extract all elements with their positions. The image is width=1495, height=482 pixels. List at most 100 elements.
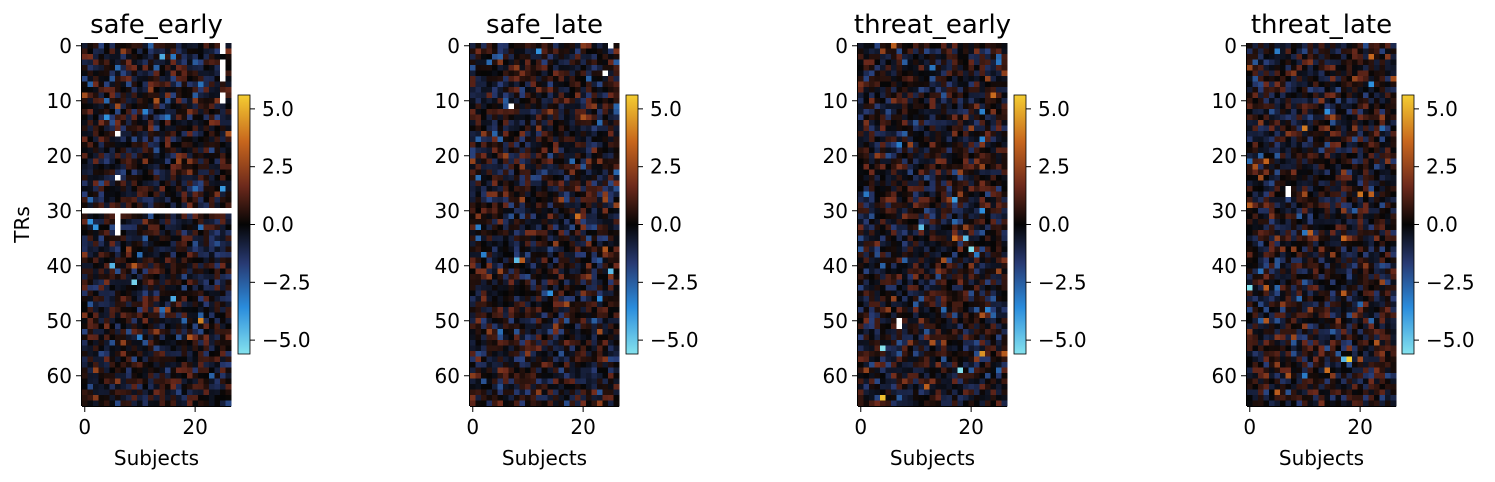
heatmap-cell [968,103,975,110]
heatmap-cell [192,318,199,325]
heatmap-cell [93,120,100,127]
heatmap-cell [475,103,482,110]
heatmap-cell [596,131,604,138]
heatmap-cell [486,334,493,341]
heatmap-cell [497,191,504,198]
heatmap-cell [208,103,216,110]
heatmap-cell [181,186,188,193]
heatmap-cell [973,285,981,292]
heatmap-cell [181,158,188,165]
heatmap-cell [197,103,205,110]
heatmap-cell [109,186,116,193]
heatmap-cell [935,312,942,319]
heatmap-cell [602,274,609,281]
heatmap-cell [591,120,598,127]
heatmap-cell [596,54,604,61]
heatmap-cell [591,92,598,99]
heatmap-cell [197,59,205,66]
heatmap-cell [148,180,155,187]
heatmap-cell [891,164,898,171]
heatmap-cell [552,384,559,391]
heatmap-cell [935,252,942,259]
heatmap-cell [885,301,892,308]
heatmap-cell [508,384,515,391]
heatmap-cell [137,285,144,292]
heatmap-cell [203,241,210,248]
heatmap-cell [902,158,909,165]
heatmap-cell [82,81,89,88]
heatmap-cell [186,356,193,363]
heatmap-cell [109,274,116,281]
heatmap-cell [995,103,1003,110]
heatmap-cell [858,87,865,94]
heatmap-cell [913,307,920,314]
heatmap-cell [874,208,881,215]
heatmap-cell [552,76,559,83]
heatmap-cell [940,285,947,292]
heatmap-cell [104,164,111,171]
heatmap-cell [481,202,488,209]
heatmap-cell [602,318,609,325]
heatmap-cell [98,103,105,110]
heatmap-cell [902,131,909,138]
heatmap-cell [929,147,936,154]
heatmap-cell [929,224,936,231]
heatmap-cell [214,142,221,149]
heatmap-cell [536,136,543,143]
heatmap-cell [940,48,947,55]
heatmap-cell [153,169,160,176]
heatmap-cell [519,323,526,330]
heatmap-cell [525,323,532,330]
heatmap-cell [170,334,177,341]
heatmap-cell [613,274,620,281]
heatmap-cell [104,125,111,132]
heatmap-cell [192,246,199,253]
heatmap-cell [990,136,997,143]
heatmap-cell [175,59,182,66]
heatmap-cell [525,213,532,220]
heatmap-cell [142,400,149,407]
heatmap-cell [940,268,947,275]
heatmap-cell [82,356,89,363]
heatmap-cell [82,318,89,325]
heatmap-cell [131,70,138,77]
heatmap-cell [863,235,870,242]
heatmap-cell [170,340,177,347]
heatmap-cell [481,169,488,176]
heatmap-cell [192,109,199,116]
heatmap-cell [547,389,554,396]
heatmap-cell [497,323,504,330]
heatmap-cell [613,400,620,407]
heatmap-cell [519,197,526,204]
heatmap-cell [946,65,953,72]
heatmap-cell [869,219,876,226]
heatmap-cell [481,301,488,308]
heatmap-cell [984,241,992,248]
heatmap-cell [984,202,992,209]
heatmap-cell [519,230,526,237]
heatmap-cell [585,329,593,336]
heatmap-cell [552,103,559,110]
heatmap-cell [142,235,149,242]
heatmap-cell [957,169,964,176]
heatmap-cell [175,114,182,121]
heatmap-cell [197,312,205,319]
heatmap-cell [613,296,620,303]
heatmap-cell [973,263,981,270]
heatmap-cell [181,367,188,374]
heatmap-cell [990,224,997,231]
heatmap-cell [935,257,942,264]
heatmap-cell [219,186,227,193]
heatmap-cell [913,103,920,110]
heatmap-cell [929,186,936,193]
heatmap-cell [530,114,537,121]
heatmap-cell [541,92,548,99]
heatmap-cell [602,142,609,149]
heatmap-cell [93,241,100,248]
heatmap-cell [503,48,510,55]
heatmap-cell [858,241,865,248]
heatmap-cell [929,180,936,187]
heatmap-cell [175,400,182,407]
heatmap-cell [602,301,609,308]
heatmap-cell [508,307,515,314]
